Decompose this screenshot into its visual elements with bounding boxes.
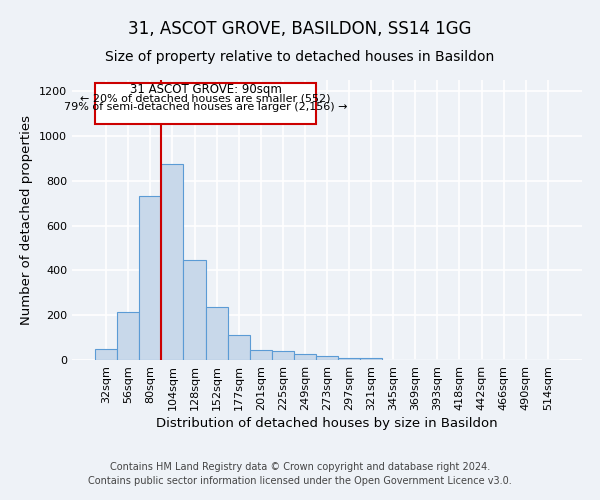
Bar	[316, 356, 338, 360]
Bar	[117, 312, 139, 360]
Bar	[139, 196, 161, 360]
Bar	[95, 349, 117, 360]
FancyBboxPatch shape	[95, 84, 316, 124]
Text: Contains HM Land Registry data © Crown copyright and database right 2024.: Contains HM Land Registry data © Crown c…	[110, 462, 490, 472]
Bar	[227, 336, 250, 360]
X-axis label: Distribution of detached houses by size in Basildon: Distribution of detached houses by size …	[156, 417, 498, 430]
Text: ← 20% of detached houses are smaller (552): ← 20% of detached houses are smaller (55…	[80, 94, 331, 104]
Bar	[360, 358, 382, 360]
Bar	[184, 260, 206, 360]
Text: Contains public sector information licensed under the Open Government Licence v3: Contains public sector information licen…	[88, 476, 512, 486]
Bar	[161, 164, 184, 360]
Bar	[272, 352, 294, 360]
Bar	[294, 354, 316, 360]
Text: 31, ASCOT GROVE, BASILDON, SS14 1GG: 31, ASCOT GROVE, BASILDON, SS14 1GG	[128, 20, 472, 38]
Bar	[206, 308, 227, 360]
Bar	[338, 358, 360, 360]
Y-axis label: Number of detached properties: Number of detached properties	[20, 115, 34, 325]
Text: 79% of semi-detached houses are larger (2,156) →: 79% of semi-detached houses are larger (…	[64, 102, 347, 112]
Text: 31 ASCOT GROVE: 90sqm: 31 ASCOT GROVE: 90sqm	[130, 83, 281, 96]
Bar	[250, 350, 272, 360]
Text: Size of property relative to detached houses in Basildon: Size of property relative to detached ho…	[106, 50, 494, 64]
